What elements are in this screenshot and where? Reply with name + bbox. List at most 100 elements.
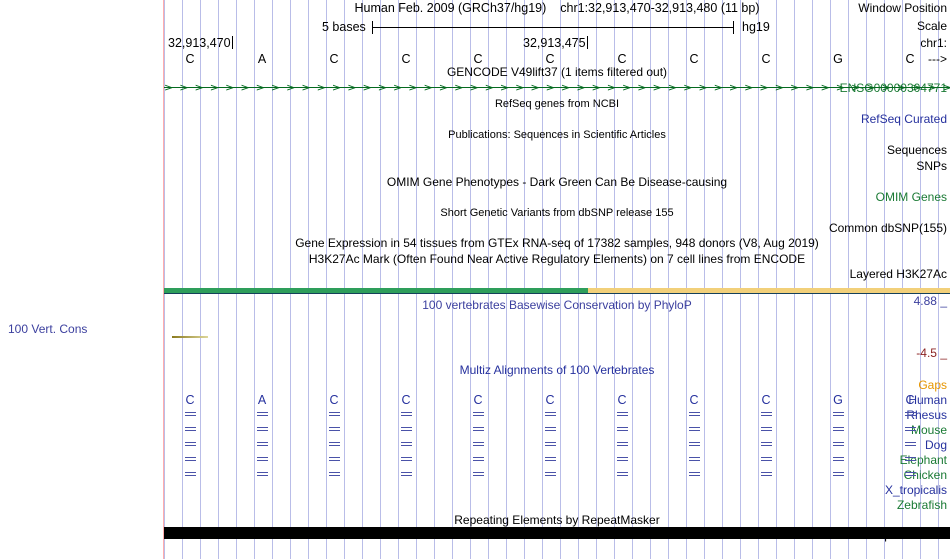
scale-bar-right-cap (733, 21, 734, 34)
multiz-alignment-mark (185, 472, 196, 477)
multiz-species-label[interactable]: Chicken (903, 468, 947, 482)
scale-bases-text: 5 bases (322, 20, 366, 34)
multiz-alignment-mark (689, 472, 700, 477)
gencode-strand-arrows: >>>>>>>>>>>>>>>>>>>>>>>>>>>>>>>>>>>>>>>>… (164, 82, 950, 93)
multiz-base: C (185, 393, 195, 407)
multiz-base: C (617, 393, 627, 407)
multiz-alignment-mark (257, 427, 268, 432)
multiz-base: C (761, 393, 771, 407)
gencode-transcript-track[interactable]: >>>>>>>>>>>>>>>>>>>>>>>>>>>>>>>>>>>>>>>>… (164, 82, 950, 93)
assembly-name: Human Feb. 2009 (GRCh37/hg19) (354, 1, 547, 15)
refseq-track-title: RefSeq genes from NCBI (494, 98, 620, 110)
multiz-base: C (473, 393, 483, 407)
ruler-tick-left: 32,913,470 (168, 36, 233, 50)
multiz-species-label[interactable]: Rhesus (906, 408, 947, 422)
multiz-species-label[interactable]: Dog (924, 438, 947, 452)
h3k27ac-signal-bar[interactable] (164, 288, 950, 294)
multiz-species-label[interactable]: Mouse (910, 423, 947, 437)
sequence-base: C (905, 52, 915, 66)
multiz-base: C (545, 393, 555, 407)
multiz-alignment-mark (185, 442, 196, 447)
dbsnp-track-title: Short Genetic Variants from dbSNP releas… (440, 207, 674, 219)
multiz-alignment-mark (329, 427, 340, 432)
multiz-alignment-mark (401, 412, 412, 417)
refseq-curated-label[interactable]: RefSeq Curated (860, 112, 947, 126)
ruler-tick-mid-mark (586, 36, 588, 49)
multiz-alignment-mark (545, 442, 556, 447)
data-area-left-edge (163, 0, 164, 559)
multiz-alignment-mark (833, 412, 844, 417)
layered-h3k27ac-label[interactable]: Layered H3K27Ac (849, 267, 947, 281)
multiz-alignment-mark (689, 412, 700, 417)
snps-label[interactable]: SNPs (916, 159, 947, 173)
multiz-alignment-mark (185, 457, 196, 462)
h3k27ac-segment (588, 288, 950, 293)
multiz-alignment-mark (905, 427, 916, 432)
assembly-short-label: hg19 (742, 20, 770, 34)
multiz-alignment-mark (545, 472, 556, 477)
publications-track-title: Publications: Sequences in Scientific Ar… (448, 129, 666, 141)
multiz-base: C (689, 393, 699, 407)
h3k27ac-segment (164, 288, 588, 293)
multiz-alignment-mark (617, 442, 628, 447)
phylop-conservation-feature[interactable] (172, 336, 208, 338)
multiz-alignment-mark (905, 472, 916, 477)
multiz-alignment-mark (185, 412, 196, 417)
multiz-alignment-mark (905, 412, 916, 417)
multiz-alignment-mark (689, 442, 700, 447)
ruler-tick-mid: 32,913,475 (523, 36, 588, 50)
multiz-alignment-mark (473, 427, 484, 432)
multiz-alignment-mark (473, 442, 484, 447)
multiz-alignment-mark (401, 442, 412, 447)
sequence-base: A (257, 52, 267, 66)
scale-row-label: Scale (916, 19, 947, 33)
multiz-alignment-mark (689, 457, 700, 462)
multiz-alignment-mark (401, 427, 412, 432)
multiz-alignment-mark (761, 472, 772, 477)
multiz-base: G (833, 393, 843, 407)
multiz-alignment-mark (473, 412, 484, 417)
multiz-gaps-label[interactable]: Gaps (918, 378, 947, 392)
multiz-alignment-mark (617, 457, 628, 462)
assembly-position-header: Human Feb. 2009 (GRCh37/hg19) chr1:32,913… (164, 1, 950, 15)
phylop-track-title: 100 vertebrates Basewise Conservation by… (422, 298, 692, 312)
sequence-base: C (401, 52, 411, 66)
multiz-alignment-mark (617, 412, 628, 417)
sequence-base: C (617, 52, 627, 66)
multiz-alignment-mark (761, 442, 772, 447)
multiz-alignment-mark (545, 427, 556, 432)
phylop-track-label[interactable]: 100 Vert. Cons (8, 322, 88, 336)
scale-bar-line (372, 27, 734, 28)
sequence-base: C (761, 52, 771, 66)
multiz-alignment-mark (761, 427, 772, 432)
multiz-alignment-mark (905, 457, 916, 462)
phylop-min-value: -4.5 _ (916, 346, 947, 360)
multiz-base: C (329, 393, 339, 407)
omim-genes-label[interactable]: OMIM Genes (875, 190, 947, 204)
multiz-track-title: Multiz Alignments of 100 Vertebrates (459, 363, 655, 377)
multiz-alignment-mark (833, 427, 844, 432)
multiz-alignment-mark (833, 472, 844, 477)
multiz-alignment-mark (833, 442, 844, 447)
multiz-alignment-mark (329, 472, 340, 477)
multiz-alignment-mark (185, 427, 196, 432)
multiz-alignment-mark (257, 457, 268, 462)
multiz-alignment-mark (329, 412, 340, 417)
multiz-species-label[interactable]: Elephant (899, 453, 947, 467)
common-dbsnp-label[interactable]: Common dbSNP(155) (828, 221, 947, 235)
multiz-species-label[interactable]: Zebrafish (896, 498, 947, 512)
multiz-alignment-mark (401, 457, 412, 462)
multiz-base: A (257, 393, 267, 407)
multiz-alignment-mark (905, 442, 916, 447)
repeatmasker-repeat-feature[interactable] (164, 527, 950, 539)
sequence-base: G (833, 52, 843, 66)
repeatmasker-track-title: Repeating Elements by RepeatMasker (454, 513, 660, 527)
multiz-alignment-mark (833, 457, 844, 462)
multiz-alignment-mark (545, 412, 556, 417)
multiz-species-label[interactable]: X_tropicalis (884, 483, 947, 497)
sequences-label[interactable]: Sequences (886, 143, 947, 157)
multiz-alignment-mark (257, 442, 268, 447)
multiz-alignment-mark (257, 412, 268, 417)
